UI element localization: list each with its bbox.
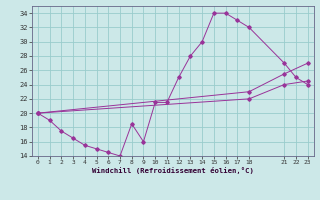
X-axis label: Windchill (Refroidissement éolien,°C): Windchill (Refroidissement éolien,°C) xyxy=(92,167,254,174)
